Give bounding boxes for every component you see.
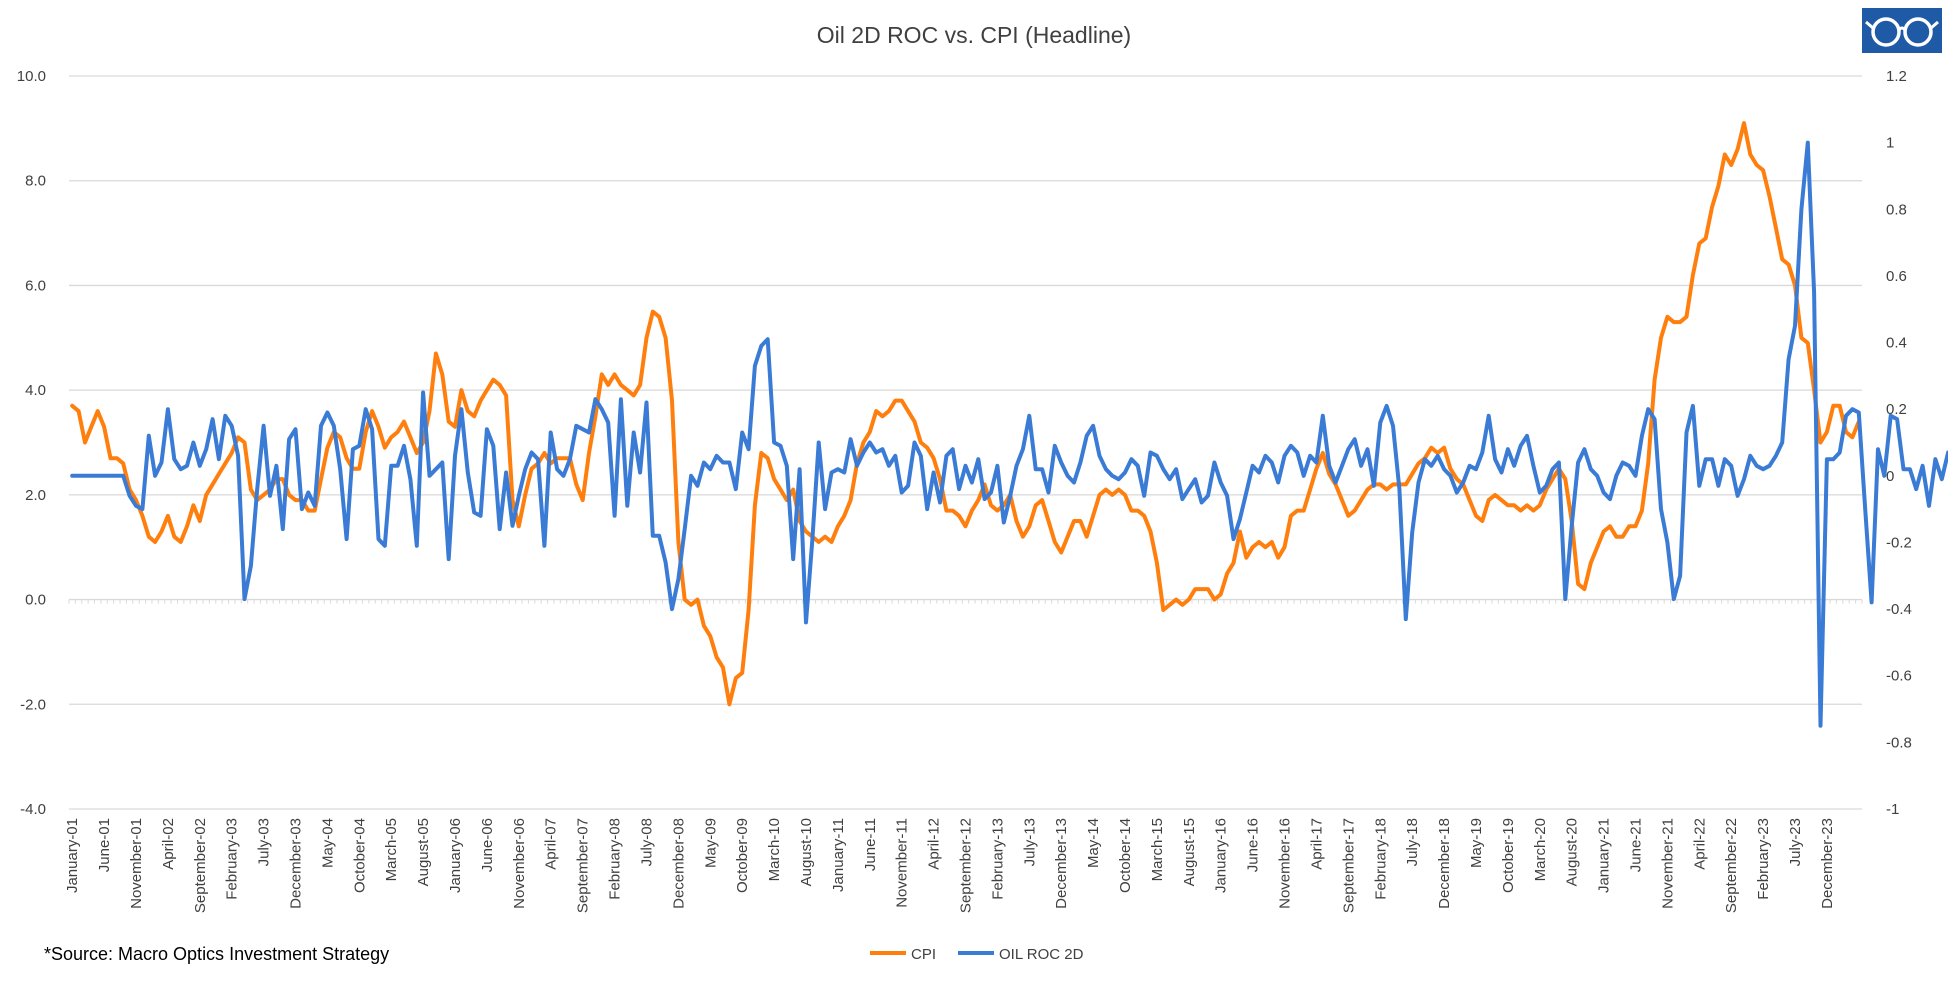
- x-tick-label: January-21: [1596, 818, 1613, 893]
- left-y-axis: 10.0 8.0 6.0 4.0 2.0 0.0 -2.0 -4.0: [17, 68, 46, 818]
- right-tick-label: -0.8: [1886, 734, 1912, 751]
- x-tick-label: October-04: [351, 818, 368, 893]
- source-note: *Source: Macro Optics Investment Strateg…: [44, 944, 390, 964]
- left-tick-label: 6.0: [25, 277, 46, 294]
- x-tick-label: December-03: [288, 818, 305, 909]
- x-tick-label: March-05: [383, 818, 400, 881]
- x-axis: January-01 June-01 November-01 April-02 Sept…: [64, 599, 1863, 913]
- x-tick-label: August-10: [798, 818, 815, 886]
- left-tick-label: 0.0: [25, 592, 46, 609]
- series-line-cpi: [70, 121, 1861, 707]
- x-tick-label: September-02: [192, 818, 209, 913]
- x-tick-label: November-21: [1659, 818, 1676, 909]
- legend: CPI OIL ROC 2D: [870, 946, 1084, 963]
- legend-label-cpi: CPI: [911, 946, 936, 963]
- right-tick-label: -0.2: [1886, 534, 1912, 551]
- x-tick-label: February-03: [224, 818, 241, 900]
- chart-title: Oil 2D ROC vs. CPI (Headline): [817, 22, 1131, 48]
- x-tick-label: July-13: [1021, 818, 1038, 866]
- x-tick-label: October-09: [734, 818, 751, 893]
- x-tick-label: September-07: [575, 818, 592, 913]
- x-tick-label: August-20: [1564, 818, 1581, 886]
- x-tick-label: April-22: [1691, 818, 1708, 870]
- x-tick-label: January-11: [830, 818, 847, 892]
- left-tick-label: -2.0: [20, 696, 46, 713]
- x-tick-label: December-13: [1053, 818, 1070, 909]
- x-tick-label: June-11: [862, 818, 879, 871]
- x-tick-label: June-06: [479, 818, 496, 872]
- x-tick-label: May-04: [319, 818, 336, 868]
- left-tick-label: 2.0: [25, 487, 46, 504]
- x-tick-label: September-12: [958, 818, 975, 913]
- x-tick-label: July-23: [1787, 818, 1804, 866]
- x-tick-label: November-06: [511, 818, 528, 909]
- right-tick-label: -0.4: [1886, 601, 1912, 618]
- x-tick-label: June-16: [1245, 818, 1262, 872]
- grid-lines: [69, 75, 1862, 810]
- x-tick-label: August-15: [1181, 818, 1198, 886]
- right-tick-label: -1: [1886, 801, 1899, 818]
- x-tick-label: August-05: [415, 818, 432, 886]
- right-tick-label: 1: [1886, 135, 1894, 152]
- right-tick-label: 1.2: [1886, 68, 1907, 85]
- left-tick-label: 10.0: [17, 68, 46, 85]
- left-tick-label: -4.0: [20, 801, 46, 818]
- x-tick-label: September-17: [1340, 818, 1357, 913]
- logo: [1862, 8, 1942, 53]
- x-tick-label: October-14: [1117, 818, 1134, 893]
- x-tick-label: May-19: [1468, 818, 1485, 868]
- x-tick-label: July-18: [1404, 818, 1421, 866]
- x-tick-label: October-19: [1500, 818, 1517, 893]
- x-tick-label: April-07: [543, 818, 560, 870]
- x-tick-label: May-14: [1085, 818, 1102, 868]
- x-tick-label: February-18: [1372, 818, 1389, 900]
- x-tick-label: November-01: [128, 818, 145, 909]
- x-tick-label: September-22: [1723, 818, 1740, 913]
- right-tick-label: -0.6: [1886, 668, 1912, 685]
- x-tick-label: November-16: [1277, 818, 1294, 909]
- left-tick-label: 8.0: [25, 173, 46, 190]
- x-tick-label: March-10: [766, 818, 783, 881]
- left-tick-label: 4.0: [25, 382, 46, 399]
- x-tick-label: March-15: [1149, 818, 1166, 881]
- series-lines: [70, 121, 1948, 728]
- x-tick-label: January-06: [447, 818, 464, 893]
- series-line-oil-roc-2d: [70, 140, 1948, 728]
- right-tick-label: 0.4: [1886, 335, 1907, 352]
- x-tick-label: May-09: [702, 818, 719, 868]
- x-tick-label: January-16: [1213, 818, 1230, 893]
- right-tick-label: 0.6: [1886, 268, 1907, 285]
- x-tick-label: November-11: [894, 818, 911, 908]
- x-tick-label: February-13: [989, 818, 1006, 900]
- glasses-icon: [1865, 17, 1939, 47]
- right-tick-label: 0.8: [1886, 201, 1907, 218]
- x-tick-label: March-20: [1532, 818, 1549, 881]
- x-tick-label: February-08: [607, 818, 624, 900]
- x-tick-label: April-02: [160, 818, 177, 870]
- x-tick-label: December-23: [1819, 818, 1836, 909]
- x-tick-label: June-21: [1627, 818, 1644, 872]
- x-tick-label: June-01: [96, 818, 113, 872]
- right-y-axis: 1.210.80.60.40.20-0.2-0.4-0.6-0.8-1: [1886, 68, 1912, 818]
- legend-label-oil: OIL ROC 2D: [999, 946, 1084, 963]
- x-tick-label: December-08: [670, 818, 687, 909]
- x-tick-label: July-03: [256, 818, 273, 866]
- right-tick-label: 0: [1886, 468, 1894, 485]
- x-tick-label: April-17: [1308, 818, 1325, 870]
- x-tick-label: July-08: [638, 818, 655, 866]
- x-tick-label: January-01: [64, 818, 81, 893]
- x-tick-label: February-23: [1755, 818, 1772, 900]
- x-tick-label: December-18: [1436, 818, 1453, 909]
- x-tick-label: April-12: [926, 818, 943, 870]
